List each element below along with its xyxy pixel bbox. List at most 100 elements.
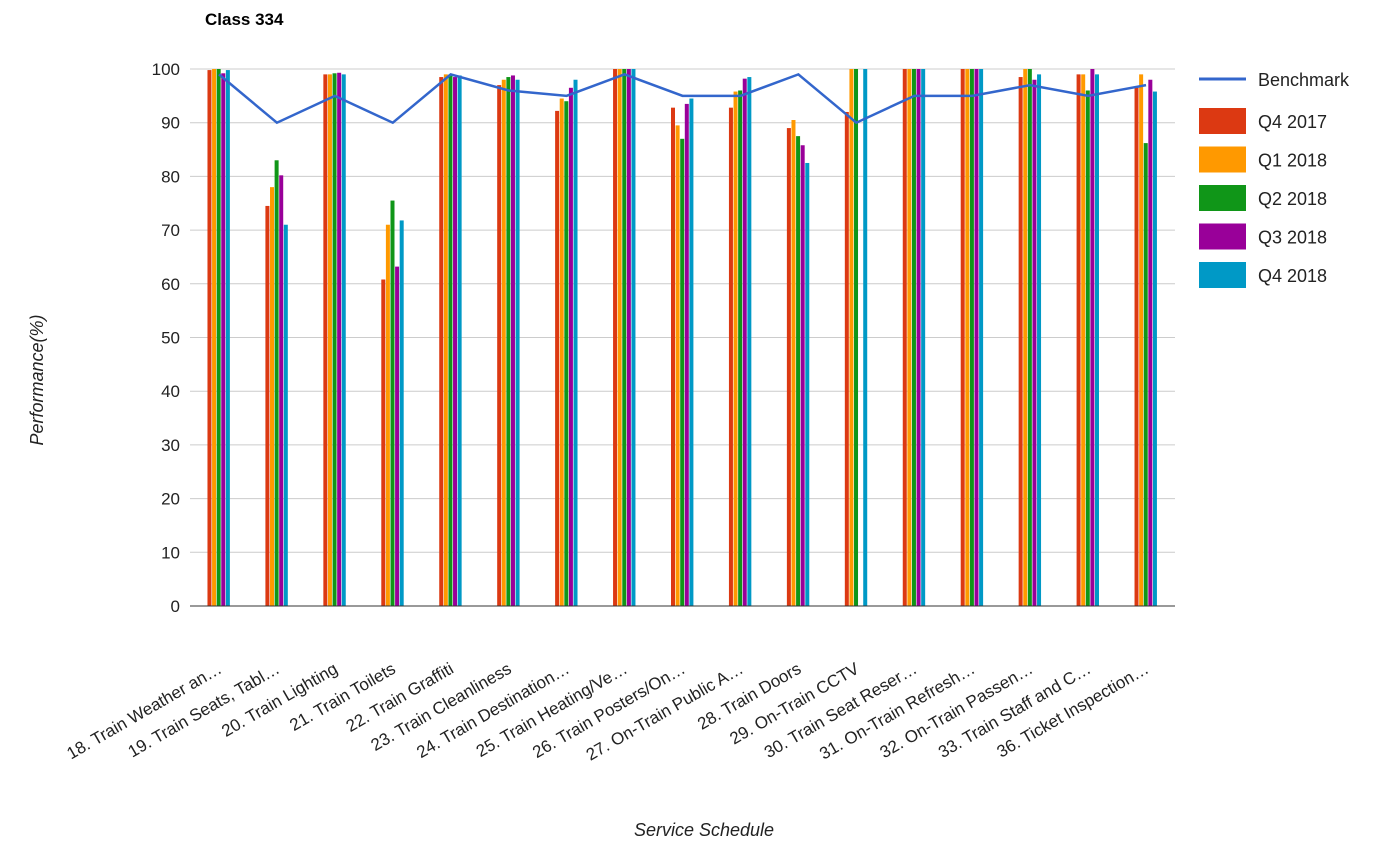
bar — [265, 205, 270, 606]
bar — [1152, 91, 1157, 606]
bar — [1018, 77, 1023, 607]
bar — [332, 73, 337, 606]
bar — [274, 160, 279, 607]
bar — [448, 74, 453, 607]
bar — [863, 69, 868, 606]
bar — [390, 200, 395, 606]
bar — [453, 77, 458, 607]
bar — [1037, 74, 1042, 607]
bar — [279, 175, 284, 607]
legend-label: Q3 2018 — [1258, 228, 1327, 248]
bar — [568, 87, 573, 607]
bar — [626, 69, 631, 606]
bar — [439, 77, 444, 607]
legend-label: Q4 2018 — [1258, 266, 1327, 286]
bar — [979, 69, 984, 606]
bar — [1027, 69, 1032, 606]
bar — [844, 111, 849, 607]
y-tick-label: 80 — [161, 167, 180, 186]
bar — [327, 74, 332, 607]
bar — [443, 74, 448, 607]
bar — [796, 136, 801, 606]
bar — [395, 266, 400, 606]
bar — [854, 69, 859, 606]
bar — [622, 69, 627, 606]
y-tick-label: 30 — [161, 436, 180, 455]
chart-title: Class 334 — [205, 10, 284, 29]
bar — [960, 69, 965, 606]
legend-swatch — [1199, 262, 1246, 288]
bar — [1023, 69, 1028, 606]
bar — [555, 110, 560, 607]
y-tick-label: 50 — [161, 329, 180, 348]
bar — [221, 73, 226, 606]
bar — [786, 128, 791, 606]
bar — [921, 69, 926, 606]
bar — [733, 91, 738, 606]
bar — [631, 69, 636, 606]
bar — [805, 162, 810, 606]
bar — [1085, 90, 1090, 607]
bar — [510, 75, 515, 607]
bar — [270, 187, 275, 606]
bar — [1139, 74, 1144, 607]
bar — [212, 69, 217, 606]
bar — [497, 85, 502, 607]
y-tick-label: 20 — [161, 490, 180, 509]
x-axis-title: Service Schedule — [634, 820, 774, 840]
bar — [341, 74, 346, 607]
bar — [1094, 74, 1099, 607]
bar — [728, 107, 733, 606]
bar — [1081, 74, 1086, 607]
bar — [617, 69, 622, 606]
legend-swatch — [1199, 146, 1246, 173]
bar — [800, 145, 805, 606]
bar — [965, 69, 970, 606]
bar — [613, 69, 618, 606]
bar — [747, 77, 752, 607]
bar — [680, 138, 685, 606]
bar — [381, 279, 386, 606]
y-tick-label: 60 — [161, 275, 180, 294]
bar — [337, 72, 342, 606]
bar — [1076, 74, 1081, 607]
bar — [916, 69, 921, 606]
bar — [559, 98, 564, 606]
benchmark-line — [218, 72, 1147, 125]
y-tick-label: 70 — [161, 221, 180, 240]
legend-label: Q2 2018 — [1258, 189, 1327, 209]
bar — [564, 101, 569, 606]
bar — [689, 98, 694, 606]
bar — [399, 220, 404, 606]
bar — [501, 79, 506, 607]
y-axis-title: Performance(%) — [27, 314, 47, 445]
bar — [323, 74, 328, 607]
bar — [791, 120, 796, 606]
legend-swatch — [1199, 223, 1246, 250]
bar — [738, 90, 743, 607]
y-tick-label: 10 — [161, 543, 180, 562]
bar — [216, 69, 221, 606]
bar — [385, 224, 390, 607]
bar — [506, 77, 511, 607]
bar — [911, 69, 916, 606]
bar — [902, 69, 907, 606]
bars — [207, 69, 1157, 607]
legend-label: Benchmark — [1258, 70, 1350, 90]
bar — [573, 79, 578, 607]
bar — [457, 75, 462, 607]
y-tick-label: 100 — [152, 60, 180, 79]
bar — [849, 69, 854, 606]
x-axis-ticks: 18. Train Weather an…19. Train Seats, Ta… — [64, 659, 1153, 765]
bar — [1032, 79, 1037, 607]
bar — [283, 224, 288, 607]
legend-swatch — [1199, 185, 1246, 211]
bar — [207, 70, 212, 607]
y-tick-label: 90 — [161, 114, 180, 133]
bar — [1090, 69, 1095, 606]
y-tick-label: 40 — [161, 382, 180, 401]
y-tick-label: 0 — [171, 597, 180, 616]
bar — [675, 125, 680, 606]
legend-label: Q4 2017 — [1258, 112, 1327, 132]
